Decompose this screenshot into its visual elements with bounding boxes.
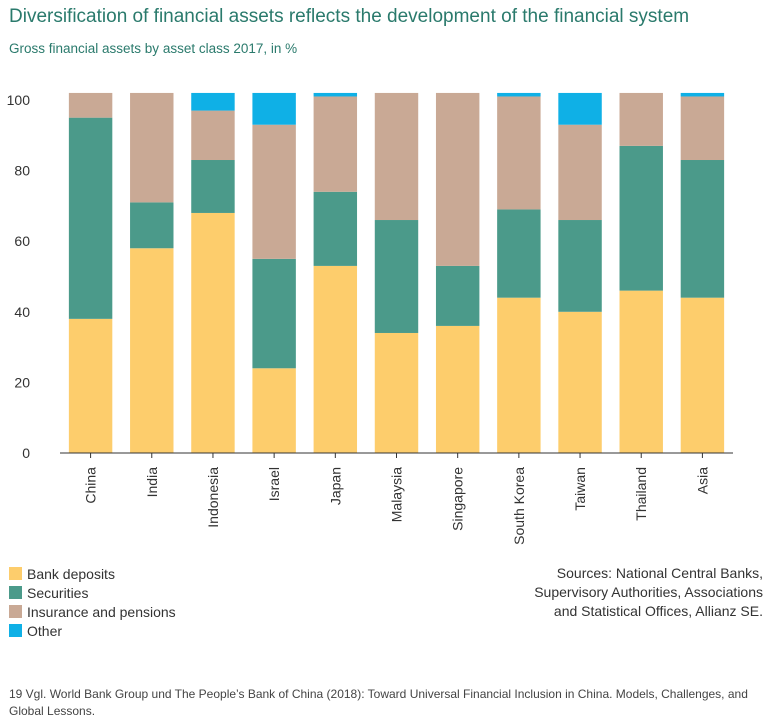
bar-segment	[619, 145, 663, 291]
sources-line: Sources: National Central Banks,	[556, 565, 763, 581]
footnote: 19 Vgl. World Bank Group und The People’…	[9, 687, 748, 718]
y-tick-label: 20	[14, 374, 30, 390]
legend-label: Securities	[27, 584, 89, 601]
y-tick-label: 40	[14, 304, 30, 320]
legend-item: Bank deposits	[9, 564, 176, 583]
bar-segment	[680, 96, 725, 161]
bar-segment	[435, 325, 480, 453]
bar-segment	[680, 297, 725, 453]
bar-segment	[313, 96, 358, 192]
bar-segment	[374, 332, 419, 453]
bar-segment	[130, 202, 174, 249]
bars	[68, 92, 725, 453]
bar-segment	[374, 92, 419, 221]
sources-line: Supervisory Authorities, Associations	[534, 584, 763, 600]
sources-note: Sources: National Central Banks, Supervi…	[534, 564, 763, 621]
bar-segment	[68, 318, 113, 453]
bar-segment	[558, 220, 602, 312]
bar-segment	[619, 92, 663, 146]
x-tick-label: Singapore	[450, 467, 466, 531]
legend-swatch	[9, 567, 22, 580]
bar-segment	[435, 92, 480, 266]
x-tick-label: India	[144, 467, 160, 498]
legend-swatch	[9, 624, 22, 637]
x-axis: China India Indonesia Israel Japan Malaysia Si…	[83, 453, 710, 545]
legend-label: Other	[27, 622, 63, 639]
bar-segment	[252, 92, 296, 125]
bar-segment	[558, 124, 602, 221]
bar-segment	[68, 92, 113, 118]
bar-segment	[130, 248, 174, 453]
bar-segment	[497, 209, 541, 298]
legend-item: Other	[9, 621, 176, 640]
legend: Bank deposits Securities Insurance and pen…	[9, 564, 176, 640]
x-tick-label: Taiwan	[572, 467, 588, 511]
sources-line: and Statistical Offices, Allianz SE.	[553, 603, 763, 619]
x-tick-label: South Korea	[511, 467, 527, 545]
legend-item: Insurance and pensions	[9, 602, 176, 621]
bar-segment	[313, 265, 358, 453]
bar-segment	[68, 117, 113, 319]
x-tick-label: China	[83, 467, 99, 504]
bar-segment	[191, 110, 235, 161]
stacked-bar-chart: 0 20 40 60 80 100 China India Indonesia Israel Ja…	[7, 92, 733, 545]
bar-segment	[497, 96, 541, 210]
bar-segment	[313, 191, 358, 266]
bar-segment	[680, 92, 725, 97]
y-tick-label: 100	[7, 92, 31, 108]
bar-segment	[191, 212, 235, 453]
x-tick-label: Israel	[266, 467, 282, 501]
x-tick-label: Asia	[694, 467, 710, 494]
bar-segment	[191, 92, 235, 111]
x-tick-label: Japan	[327, 467, 343, 505]
bar-segment	[680, 160, 725, 298]
y-tick-label: 60	[14, 233, 30, 249]
bar-segment	[313, 92, 358, 97]
bar-segment	[558, 92, 602, 125]
legend-label: Insurance and pensions	[27, 603, 176, 620]
bar-segment	[497, 92, 541, 97]
legend-swatch	[9, 586, 22, 599]
bar-segment	[252, 368, 296, 453]
bar-segment	[619, 290, 663, 453]
y-tick-label: 0	[22, 445, 30, 461]
legend-item: Securities	[9, 583, 176, 602]
bar-segment	[191, 160, 235, 213]
x-tick-label: Thailand	[633, 467, 649, 521]
chart-title: Diversification of financial assets refl…	[9, 6, 690, 27]
bar-segment	[435, 265, 480, 326]
y-tick-label: 80	[14, 163, 30, 179]
x-tick-label: Malaysia	[389, 467, 405, 522]
bar-segment	[130, 92, 174, 203]
x-tick-label: Indonesia	[205, 467, 221, 528]
bar-segment	[374, 220, 419, 333]
y-axis: 0 20 40 60 80 100	[7, 92, 31, 461]
legend-label: Bank deposits	[27, 565, 115, 582]
chart-subtitle: Gross financial assets by asset class 20…	[9, 41, 298, 56]
bar-segment	[558, 311, 602, 453]
legend-swatch	[9, 605, 22, 618]
bar-segment	[252, 124, 296, 259]
bar-segment	[497, 297, 541, 453]
bar-segment	[252, 258, 296, 369]
